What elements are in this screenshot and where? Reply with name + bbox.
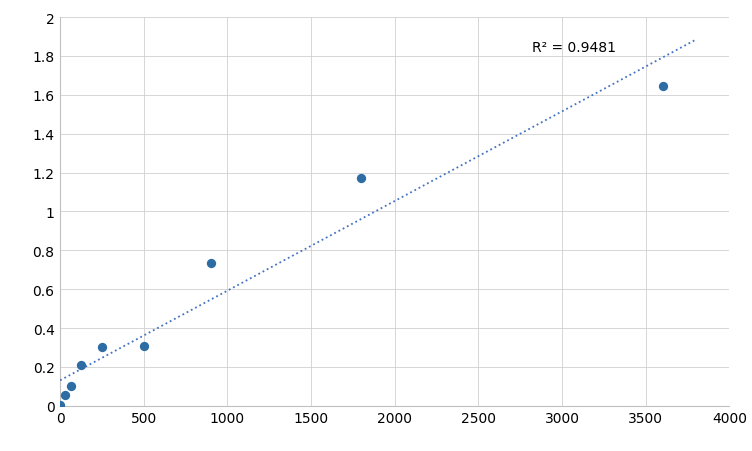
Point [355, 175, 367, 183]
Point [138, 342, 150, 350]
Point [656, 83, 669, 91]
Text: R² = 0.9481: R² = 0.9481 [532, 41, 616, 55]
Point [54, 401, 66, 409]
Point [96, 343, 108, 350]
Point [205, 260, 217, 267]
Point [65, 383, 77, 390]
Point [75, 362, 87, 369]
Point [59, 391, 71, 399]
